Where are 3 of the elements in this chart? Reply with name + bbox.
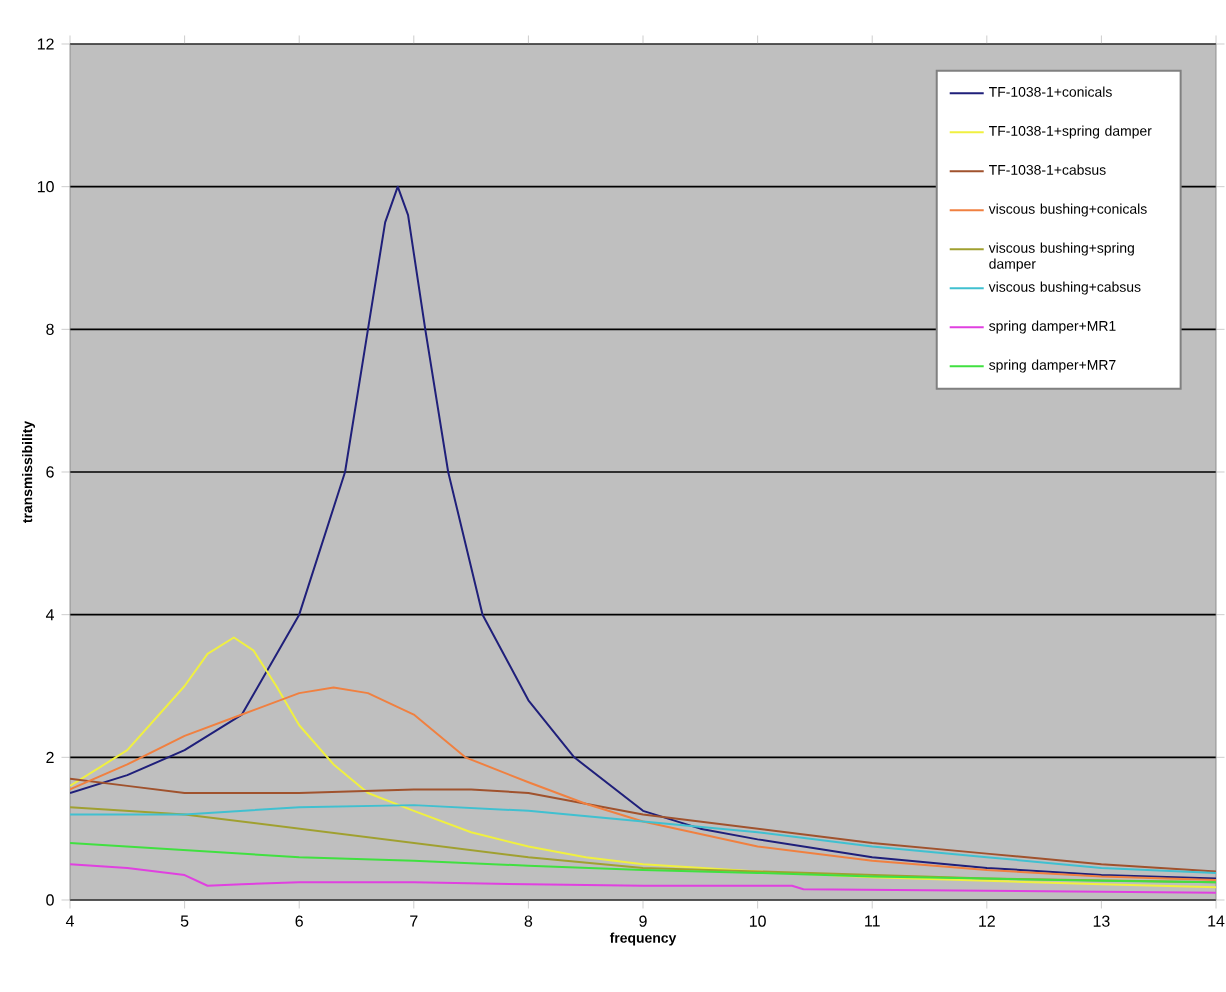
- line-series: [70, 863, 1217, 894]
- line-series: [70, 686, 1217, 882]
- line-series: [70, 636, 1217, 889]
